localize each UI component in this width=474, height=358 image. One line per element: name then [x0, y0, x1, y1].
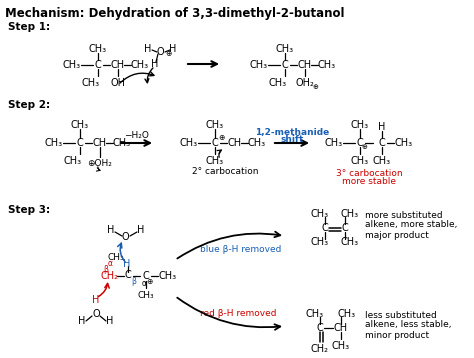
Text: CH₃: CH₃: [137, 290, 155, 300]
Text: C: C: [356, 138, 364, 148]
Text: CH₃: CH₃: [306, 309, 324, 319]
Text: CH₃: CH₃: [311, 237, 329, 247]
Text: CH₃: CH₃: [82, 78, 100, 88]
Text: CH₃: CH₃: [338, 309, 356, 319]
Text: H: H: [92, 295, 100, 305]
Text: CH₃: CH₃: [351, 156, 369, 166]
Text: β: β: [132, 276, 137, 285]
Text: CH₃: CH₃: [276, 44, 294, 54]
Text: H: H: [151, 59, 159, 69]
Text: CH₃: CH₃: [63, 60, 81, 70]
Text: H: H: [107, 225, 115, 235]
Text: CH₃: CH₃: [351, 120, 369, 130]
Text: α: α: [108, 260, 112, 268]
Text: ⊕: ⊕: [165, 49, 171, 58]
Text: α: α: [142, 279, 146, 287]
Text: less substituted: less substituted: [365, 311, 437, 320]
Text: H: H: [137, 225, 145, 235]
Text: H: H: [78, 316, 86, 326]
Text: CH₃: CH₃: [108, 253, 124, 262]
Text: H: H: [144, 44, 152, 54]
Text: C: C: [379, 138, 385, 148]
Text: C: C: [77, 138, 83, 148]
Text: C: C: [125, 270, 131, 280]
Text: CH₃: CH₃: [248, 138, 266, 148]
Text: 3° carbocation: 3° carbocation: [336, 169, 402, 178]
Text: CH₃: CH₃: [113, 138, 131, 148]
Text: more substituted: more substituted: [365, 212, 443, 221]
Text: H: H: [123, 259, 131, 269]
Text: H: H: [106, 316, 114, 326]
Text: CH₃: CH₃: [64, 156, 82, 166]
Text: alkene, less stable,: alkene, less stable,: [365, 320, 452, 329]
Text: OH₂: OH₂: [296, 78, 314, 88]
Text: ⊕: ⊕: [218, 134, 224, 142]
Text: minor product: minor product: [365, 330, 429, 339]
Text: C: C: [342, 223, 348, 233]
Text: CH: CH: [228, 138, 242, 148]
Text: 2° carbocation: 2° carbocation: [192, 166, 258, 175]
Text: CH₃: CH₃: [131, 60, 149, 70]
Text: CH₃: CH₃: [45, 138, 63, 148]
Text: CH₃: CH₃: [341, 237, 359, 247]
Text: CH₃: CH₃: [206, 120, 224, 130]
Text: CH₃: CH₃: [159, 271, 177, 281]
Text: ⊕: ⊕: [146, 277, 152, 286]
Text: −H₂O: −H₂O: [124, 131, 148, 140]
Text: shift: shift: [280, 135, 304, 145]
Text: C: C: [211, 138, 219, 148]
Text: β: β: [103, 266, 109, 275]
Text: ⊕: ⊕: [361, 144, 367, 150]
Text: blue β-H removed: blue β-H removed: [200, 246, 282, 255]
Text: C: C: [322, 223, 328, 233]
Text: CH: CH: [298, 60, 312, 70]
Text: CH₃: CH₃: [318, 60, 336, 70]
Text: Step 1:: Step 1:: [8, 22, 50, 32]
Text: O: O: [156, 47, 164, 57]
Text: CH₃: CH₃: [341, 209, 359, 219]
Text: CH₂: CH₂: [311, 344, 329, 354]
Text: ⊕OH₂: ⊕OH₂: [88, 159, 112, 168]
Text: C: C: [317, 323, 323, 333]
Text: CH₂: CH₂: [101, 271, 119, 281]
Text: O: O: [121, 232, 129, 242]
Text: Step 2:: Step 2:: [8, 100, 50, 110]
Text: CH₃: CH₃: [180, 138, 198, 148]
Text: CH: CH: [334, 323, 348, 333]
Text: ⊕: ⊕: [312, 84, 318, 90]
Text: Mechanism: Dehydration of 3,3-dimethyl-2-butanol: Mechanism: Dehydration of 3,3-dimethyl-2…: [5, 7, 345, 20]
Text: 1,2-methanide: 1,2-methanide: [255, 129, 329, 137]
Text: CH₃: CH₃: [269, 78, 287, 88]
Text: CH: CH: [111, 60, 125, 70]
Text: more stable: more stable: [342, 176, 396, 185]
Text: alkene, more stable,: alkene, more stable,: [365, 221, 457, 229]
Text: CH: CH: [93, 138, 107, 148]
Text: CH₃: CH₃: [325, 138, 343, 148]
Text: CH₃: CH₃: [250, 60, 268, 70]
Text: CH₃: CH₃: [395, 138, 413, 148]
Text: CH₃: CH₃: [332, 341, 350, 351]
Text: C: C: [143, 271, 149, 281]
Text: C: C: [282, 60, 288, 70]
Text: H: H: [378, 122, 386, 132]
Text: CH₃: CH₃: [373, 156, 391, 166]
Text: H: H: [169, 44, 177, 54]
Text: OH: OH: [110, 78, 126, 88]
Text: red β-H removed: red β-H removed: [200, 309, 276, 318]
Text: major product: major product: [365, 231, 429, 240]
Text: CH₃: CH₃: [206, 156, 224, 166]
Text: CH₃: CH₃: [89, 44, 107, 54]
Text: CH₃: CH₃: [311, 209, 329, 219]
Text: CH₃: CH₃: [71, 120, 89, 130]
Text: O: O: [92, 309, 100, 319]
Text: Step 3:: Step 3:: [8, 205, 50, 215]
Text: C: C: [95, 60, 101, 70]
